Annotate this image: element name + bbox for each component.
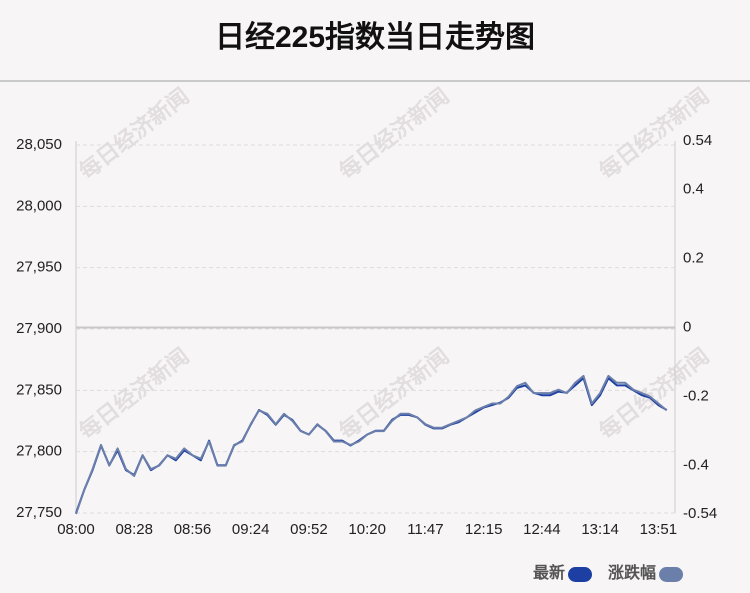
y2-tick-label: 0.4 xyxy=(683,180,704,197)
x-tick-label: 08:00 xyxy=(57,521,95,538)
legend-swatch xyxy=(568,567,593,582)
y2-tick-label: 0 xyxy=(683,318,691,335)
y-tick-label: 28,000 xyxy=(16,197,62,214)
x-tick-label: 08:28 xyxy=(115,521,153,538)
x-tick-label: 13:51 xyxy=(640,521,678,538)
y-tick-label: 27,850 xyxy=(16,381,62,398)
y2-tick-label: -0.4 xyxy=(683,457,709,474)
line-series xyxy=(75,374,668,515)
y-tick-label: 27,950 xyxy=(16,259,62,276)
watermark: 每日经济新闻 xyxy=(74,343,193,444)
legend-label: 最新 xyxy=(533,563,565,582)
legend-label: 涨跌幅 xyxy=(608,563,656,582)
watermark: 每日经济新闻 xyxy=(74,83,193,184)
y2-tick-label: 0.54 xyxy=(683,132,712,149)
x-tick-label: 11:47 xyxy=(407,521,443,538)
y-tick-label: 27,800 xyxy=(16,443,62,460)
chart-title: 日经225指数当日走势图 xyxy=(215,20,535,54)
y-tick-label: 27,750 xyxy=(16,504,62,521)
y2-tick-label: 0.2 xyxy=(683,249,704,266)
x-tick-label: 08:56 xyxy=(174,521,212,538)
y-tick-label: 28,050 xyxy=(16,136,62,153)
y2-tick-label: -0.54 xyxy=(683,505,717,522)
x-tick-label: 12:15 xyxy=(465,521,503,538)
y-tick-label: 27,900 xyxy=(16,320,62,337)
x-tick-label: 10:20 xyxy=(348,521,386,538)
legend-swatch xyxy=(659,567,684,582)
x-tick-label: 13:14 xyxy=(581,521,619,538)
x-tick-label: 09:24 xyxy=(232,521,270,538)
x-tick-label: 12:44 xyxy=(523,521,561,538)
y2-tick-label: -0.2 xyxy=(683,388,709,405)
watermark: 每日经济新闻 xyxy=(334,83,453,184)
x-tick-label: 09:52 xyxy=(290,521,328,538)
